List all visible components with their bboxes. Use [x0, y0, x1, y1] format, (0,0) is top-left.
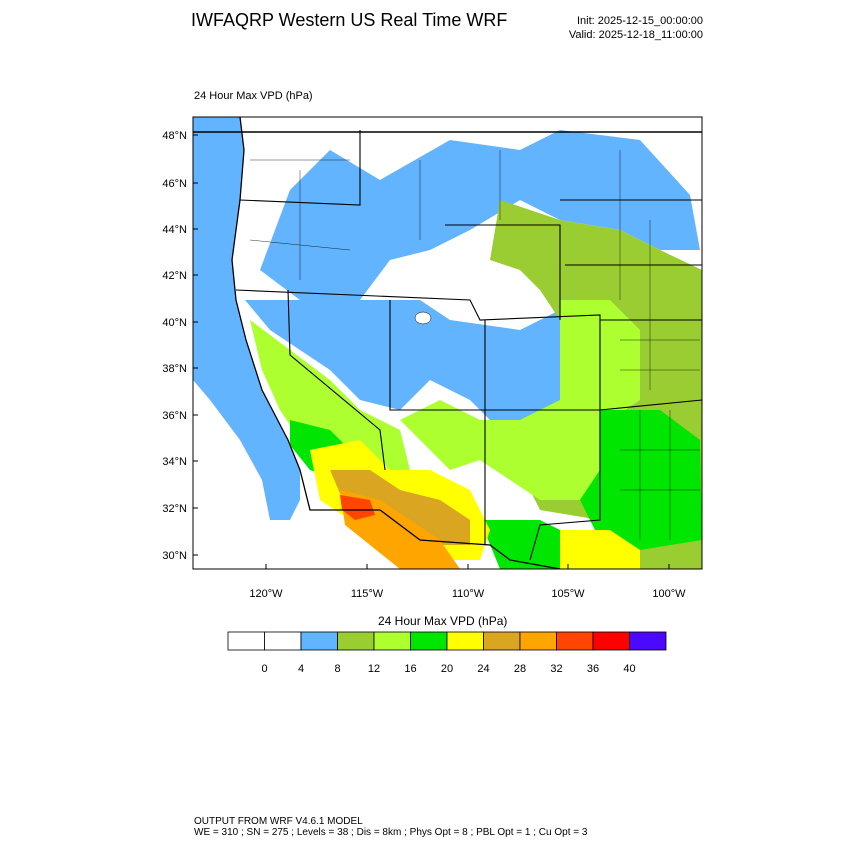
lon-label-120: 120°W — [249, 588, 283, 600]
lat-label-42: 42°N — [162, 270, 187, 282]
lat-label-40: 40°N — [162, 317, 187, 329]
coastal-shade — [193, 117, 300, 520]
colorbar-label: 8 — [334, 663, 340, 675]
lat-label-46: 46°N — [162, 178, 187, 190]
footer: OUTPUT FROM WRF V4.6.1 MODEL WE = 310 ; … — [194, 816, 587, 838]
colorbar-box — [373, 631, 411, 651]
colorbar-label: 28 — [514, 663, 526, 675]
colorbar-box — [483, 631, 521, 651]
lon-label-115: 115°W — [351, 588, 384, 600]
colorbar-box — [227, 631, 265, 651]
four-corners-lines — [389, 300, 600, 411]
plains-state-lines — [560, 199, 702, 411]
lon-label-100: 100°W — [652, 588, 686, 600]
lon-label-110: 110°W — [452, 588, 485, 600]
colorbar-label: 40 — [623, 663, 635, 675]
lat-label-34: 34°N — [162, 456, 187, 468]
county-lines — [249, 150, 700, 540]
lat-label-48: 48°N — [162, 130, 187, 142]
colorbar-label: 36 — [587, 663, 599, 675]
west-light-green — [250, 320, 410, 480]
colorbar-box — [446, 631, 484, 651]
colorbar-label: 12 — [368, 663, 380, 675]
colorbar-box — [592, 631, 630, 651]
lat-label-36: 36°N — [162, 410, 187, 422]
colorbar-box — [629, 631, 667, 651]
init-time: Init: 2025-12-15_00:00:00 — [577, 15, 703, 27]
colorbar-label: 20 — [441, 663, 453, 675]
colorbar-box — [264, 631, 302, 651]
nevada-border — [287, 289, 386, 471]
colorbar-box — [519, 631, 557, 651]
colorbar-box — [337, 631, 375, 651]
coastline-border — [231, 117, 561, 569]
north-shade — [260, 130, 700, 300]
colorbar-label: 4 — [298, 663, 304, 675]
wyoming-border — [445, 224, 561, 320]
footer-line-2: WE = 310 ; SN = 275 ; Levels = 38 ; Dis … — [194, 827, 588, 838]
footer-line-1: OUTPUT FROM WRF V4.6.1 MODEL — [194, 816, 363, 827]
texas-yellow — [560, 530, 640, 569]
colorbar-label: 16 — [404, 663, 416, 675]
colorbar-label: 0 — [261, 663, 267, 675]
lat-label-30: 30°N — [162, 550, 187, 562]
lat-axis: 48°N 46°N 44°N 42°N 40°N 38°N 36°N 34°N … — [162, 130, 198, 562]
state-lines-central — [235, 289, 601, 561]
light-green-shade — [400, 300, 640, 500]
colorbar-title: 24 Hour Max VPD (hPa) — [378, 614, 508, 628]
colorbar-label: 24 — [477, 663, 489, 675]
central-shade — [245, 300, 560, 430]
state-lines-nw — [239, 130, 361, 206]
map-frame — [192, 116, 703, 570]
colorbar: 0 4 8 12 16 20 24 28 32 36 40 — [227, 631, 667, 675]
time-info: Init: 2025-12-15_00:00:00 Valid: 2025-12… — [569, 14, 703, 42]
field-label: 24 Hour Max VPD (hPa) — [194, 90, 313, 102]
southern-plains-green — [580, 410, 702, 550]
colorbar-box — [410, 631, 448, 651]
valid-time: Valid: 2025-12-18_11:00:00 — [568, 29, 703, 41]
sw-goldenrod — [330, 470, 470, 545]
colorbar-box — [556, 631, 594, 651]
map-plot — [193, 117, 702, 569]
lon-axis: 120°W 115°W 110°W 105°W 100°W — [249, 564, 686, 600]
great-salt-lake — [414, 311, 432, 325]
lat-label-44: 44°N — [162, 224, 187, 236]
lat-label-32: 32°N — [162, 503, 187, 515]
lon-label-105: 105°W — [551, 588, 585, 600]
colorbar-label: 32 — [550, 663, 562, 675]
chart-title: IWFAQRP Western US Real Time WRF — [191, 10, 508, 30]
colorbar-box — [300, 631, 338, 651]
lat-label-38: 38°N — [162, 363, 187, 375]
sw-hot-spot — [340, 495, 375, 520]
